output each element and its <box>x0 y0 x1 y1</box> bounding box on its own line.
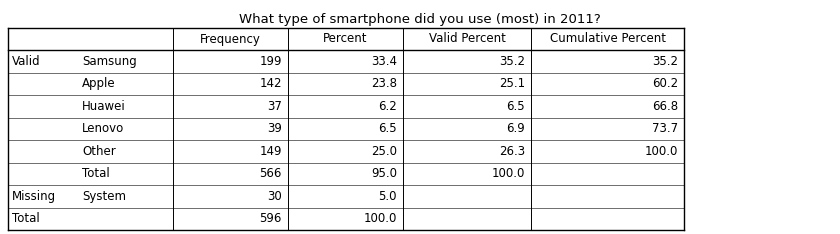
Text: 25.0: 25.0 <box>371 145 397 158</box>
Text: Percent: Percent <box>323 33 368 45</box>
Text: Total: Total <box>12 212 39 225</box>
Text: 30: 30 <box>267 190 282 203</box>
Text: 6.5: 6.5 <box>378 122 397 135</box>
Text: Valid Percent: Valid Percent <box>428 33 506 45</box>
Text: 100.0: 100.0 <box>491 167 525 180</box>
Text: 6.9: 6.9 <box>507 122 525 135</box>
Text: Frequency: Frequency <box>200 33 261 45</box>
Text: 26.3: 26.3 <box>499 145 525 158</box>
Text: Other: Other <box>82 145 116 158</box>
Text: 149: 149 <box>260 145 282 158</box>
Text: Samsung: Samsung <box>82 55 137 68</box>
Text: 100.0: 100.0 <box>644 145 678 158</box>
Text: 142: 142 <box>260 77 282 90</box>
Text: 35.2: 35.2 <box>652 55 678 68</box>
Text: 35.2: 35.2 <box>499 55 525 68</box>
Text: 33.4: 33.4 <box>371 55 397 68</box>
Text: Cumulative Percent: Cumulative Percent <box>549 33 665 45</box>
Text: 5.0: 5.0 <box>379 190 397 203</box>
Text: 60.2: 60.2 <box>652 77 678 90</box>
Text: 73.7: 73.7 <box>652 122 678 135</box>
Text: 66.8: 66.8 <box>652 100 678 113</box>
Text: Apple: Apple <box>82 77 116 90</box>
Text: Huawei: Huawei <box>82 100 126 113</box>
Text: Lenovo: Lenovo <box>82 122 124 135</box>
Text: 6.2: 6.2 <box>378 100 397 113</box>
Text: 596: 596 <box>260 212 282 225</box>
Text: 566: 566 <box>260 167 282 180</box>
Text: 199: 199 <box>260 55 282 68</box>
Text: 6.5: 6.5 <box>507 100 525 113</box>
Text: Total: Total <box>82 167 110 180</box>
Text: System: System <box>82 190 126 203</box>
Text: 95.0: 95.0 <box>371 167 397 180</box>
Text: 39: 39 <box>267 122 282 135</box>
Text: Missing: Missing <box>12 190 56 203</box>
Text: What type of smartphone did you use (most) in 2011?: What type of smartphone did you use (mos… <box>239 13 601 26</box>
Text: 100.0: 100.0 <box>364 212 397 225</box>
Text: Valid: Valid <box>12 55 40 68</box>
Text: 23.8: 23.8 <box>371 77 397 90</box>
Text: 25.1: 25.1 <box>499 77 525 90</box>
Text: 37: 37 <box>267 100 282 113</box>
